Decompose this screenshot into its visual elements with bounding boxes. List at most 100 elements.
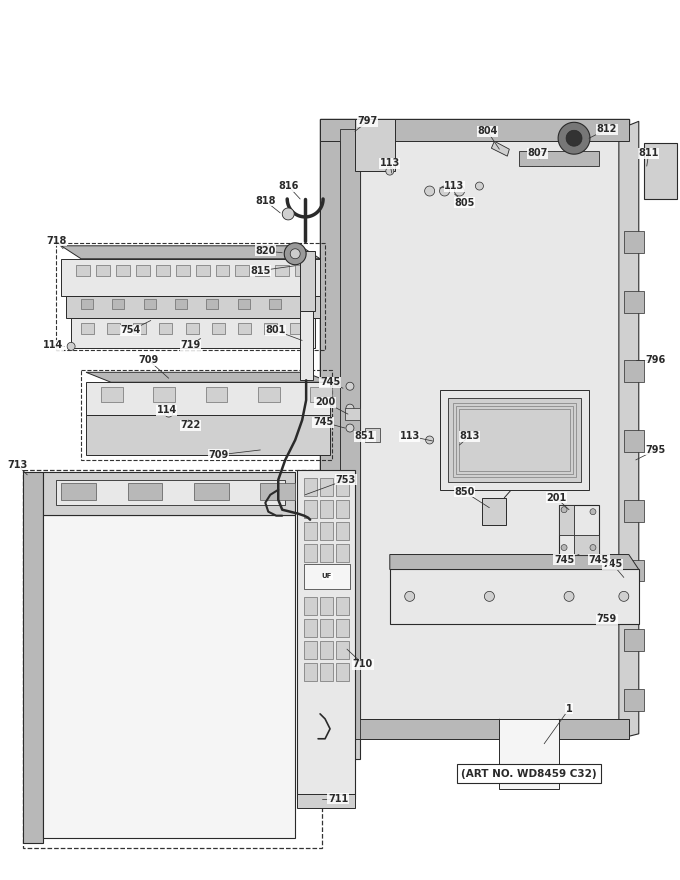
Polygon shape bbox=[505, 426, 513, 434]
Polygon shape bbox=[346, 382, 354, 390]
Polygon shape bbox=[153, 387, 175, 402]
Text: 807: 807 bbox=[527, 148, 547, 158]
Text: 745: 745 bbox=[320, 378, 340, 387]
Polygon shape bbox=[320, 719, 629, 739]
Polygon shape bbox=[520, 151, 599, 166]
Text: 745: 745 bbox=[589, 554, 609, 564]
Text: 753: 753 bbox=[336, 475, 356, 485]
Text: 745: 745 bbox=[602, 560, 623, 569]
Polygon shape bbox=[238, 324, 251, 334]
Polygon shape bbox=[175, 265, 190, 275]
Polygon shape bbox=[44, 515, 295, 839]
Polygon shape bbox=[196, 265, 209, 275]
Polygon shape bbox=[304, 500, 317, 517]
Text: 813: 813 bbox=[459, 431, 479, 441]
Polygon shape bbox=[624, 430, 644, 452]
Polygon shape bbox=[346, 424, 354, 432]
Polygon shape bbox=[300, 251, 315, 311]
Polygon shape bbox=[76, 265, 90, 275]
Polygon shape bbox=[44, 472, 295, 515]
Polygon shape bbox=[365, 428, 380, 442]
Polygon shape bbox=[205, 387, 228, 402]
Polygon shape bbox=[290, 324, 303, 334]
Polygon shape bbox=[86, 415, 330, 455]
Polygon shape bbox=[165, 409, 173, 417]
Polygon shape bbox=[336, 598, 349, 615]
Polygon shape bbox=[390, 569, 639, 624]
Text: 713: 713 bbox=[7, 460, 27, 470]
Polygon shape bbox=[206, 298, 218, 309]
Text: 820: 820 bbox=[255, 246, 275, 256]
Polygon shape bbox=[590, 545, 596, 551]
Polygon shape bbox=[475, 182, 483, 190]
Polygon shape bbox=[320, 598, 333, 615]
Polygon shape bbox=[336, 478, 349, 495]
Polygon shape bbox=[320, 500, 333, 517]
Polygon shape bbox=[216, 265, 229, 275]
Polygon shape bbox=[499, 719, 559, 788]
Polygon shape bbox=[128, 483, 163, 500]
Polygon shape bbox=[61, 483, 96, 500]
Polygon shape bbox=[336, 664, 349, 681]
Polygon shape bbox=[284, 243, 306, 265]
Bar bbox=[23, 470, 322, 848]
Polygon shape bbox=[300, 311, 313, 380]
Polygon shape bbox=[194, 483, 228, 500]
Text: 1: 1 bbox=[566, 704, 573, 714]
Polygon shape bbox=[624, 560, 644, 582]
Polygon shape bbox=[160, 324, 173, 334]
Polygon shape bbox=[454, 186, 464, 196]
Polygon shape bbox=[439, 186, 449, 196]
Polygon shape bbox=[56, 480, 285, 505]
Polygon shape bbox=[439, 390, 589, 490]
Polygon shape bbox=[304, 664, 317, 681]
Text: 113: 113 bbox=[445, 181, 464, 191]
Text: 710: 710 bbox=[353, 659, 373, 669]
Polygon shape bbox=[258, 387, 279, 402]
Polygon shape bbox=[336, 522, 349, 539]
Polygon shape bbox=[619, 591, 629, 601]
Polygon shape bbox=[61, 259, 320, 296]
Polygon shape bbox=[624, 231, 644, 253]
Polygon shape bbox=[340, 129, 360, 739]
Text: (ART NO. WD8459 C32): (ART NO. WD8459 C32) bbox=[462, 768, 597, 779]
Polygon shape bbox=[61, 246, 320, 259]
Polygon shape bbox=[112, 298, 124, 309]
Text: 711: 711 bbox=[328, 794, 348, 803]
Text: 200: 200 bbox=[315, 397, 335, 407]
Polygon shape bbox=[644, 143, 677, 199]
Polygon shape bbox=[447, 398, 581, 482]
Polygon shape bbox=[492, 141, 509, 156]
Polygon shape bbox=[290, 249, 300, 259]
Text: 201: 201 bbox=[546, 493, 566, 502]
Polygon shape bbox=[23, 472, 44, 843]
Polygon shape bbox=[116, 265, 130, 275]
Bar bbox=[81, 370, 332, 460]
Polygon shape bbox=[346, 404, 354, 412]
Polygon shape bbox=[96, 265, 110, 275]
Text: 718: 718 bbox=[46, 236, 67, 246]
Polygon shape bbox=[624, 290, 644, 312]
Polygon shape bbox=[320, 478, 333, 495]
Polygon shape bbox=[330, 129, 619, 719]
Text: 759: 759 bbox=[597, 614, 617, 624]
Polygon shape bbox=[269, 298, 281, 309]
Polygon shape bbox=[297, 794, 355, 809]
Polygon shape bbox=[320, 544, 333, 561]
Polygon shape bbox=[86, 372, 330, 382]
Text: UF: UF bbox=[322, 574, 333, 579]
Polygon shape bbox=[66, 296, 320, 319]
Polygon shape bbox=[386, 167, 394, 175]
Polygon shape bbox=[237, 298, 250, 309]
Text: 745: 745 bbox=[554, 554, 574, 564]
Text: 850: 850 bbox=[454, 487, 475, 497]
Polygon shape bbox=[484, 591, 494, 601]
Polygon shape bbox=[336, 544, 349, 561]
Text: 709: 709 bbox=[139, 356, 159, 365]
Polygon shape bbox=[559, 505, 599, 554]
Polygon shape bbox=[320, 642, 333, 659]
Polygon shape bbox=[336, 500, 349, 517]
Text: 816: 816 bbox=[278, 181, 299, 191]
Polygon shape bbox=[561, 507, 567, 513]
Polygon shape bbox=[574, 535, 599, 554]
